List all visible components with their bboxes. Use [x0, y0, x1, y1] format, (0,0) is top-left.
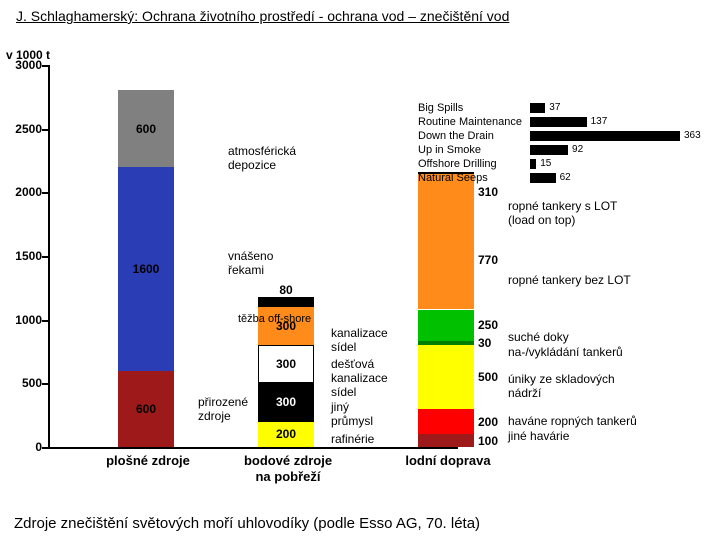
- bar-segment: [418, 341, 474, 345]
- mini-row-label: Routine Maintenance: [418, 115, 530, 129]
- bar-segment: [418, 211, 474, 309]
- bar-segment-side-label: 100: [478, 434, 498, 448]
- bar-segment-side-label: 30: [478, 336, 491, 350]
- bar-segment-label: 300: [258, 357, 314, 371]
- annotation: rafinérie: [331, 433, 374, 447]
- bar-segment-label: 300: [258, 395, 314, 409]
- bar-segment-side-label: 500: [478, 370, 498, 384]
- annotation: atmosférickádepozice: [228, 145, 296, 173]
- annotation: dešťovákanalizacesídel: [331, 358, 388, 399]
- ytick-label: 0: [6, 440, 42, 454]
- mini-bar: [530, 117, 587, 127]
- mini-bar-area: 15: [530, 159, 710, 169]
- caption: Zdroje znečištění světových moří uhlovod…: [14, 515, 480, 532]
- bar-segment-label: 1600: [118, 262, 174, 276]
- mini-row-label: Up in Smoke: [418, 143, 530, 157]
- annotation: ropné tankery bez LOT: [508, 274, 631, 288]
- mini-bar-value: 15: [540, 157, 551, 170]
- ytick-mark: [42, 129, 48, 131]
- mini-bar-area: 37: [530, 103, 710, 113]
- category-label: bodové zdroje: [228, 453, 348, 468]
- bar-segment: [418, 434, 474, 447]
- mini-bar: [530, 159, 536, 169]
- y-axis: [48, 65, 50, 447]
- bar-segment: [418, 310, 474, 342]
- mini-row-label: Natural Seeps: [418, 171, 530, 185]
- mini-row: Natural Seeps 62: [418, 171, 710, 185]
- bar-segment-side-label: 310: [478, 185, 498, 199]
- bar-segment-label: 80: [258, 283, 314, 297]
- category-label: plošné zdroje: [88, 453, 208, 468]
- mini-bar-value: 92: [572, 143, 583, 156]
- ytick-mark: [42, 192, 48, 194]
- ytick-mark: [42, 383, 48, 385]
- mini-row: Offshore Drilling 15: [418, 157, 710, 171]
- mini-row-label: Down the Drain: [418, 129, 530, 143]
- mini-row: Down the Drain 363: [418, 129, 710, 143]
- bar-segment-side-label: 200: [478, 415, 498, 429]
- ytick-label: 1500: [6, 249, 42, 263]
- ytick-mark: [42, 65, 48, 67]
- mini-bar-area: 62: [530, 173, 710, 183]
- page-title: J. Schlaghamerský: Ochrana životního pro…: [0, 0, 720, 28]
- ytick-label: 3000: [6, 58, 42, 72]
- annotation: přirozenézdroje: [198, 396, 248, 424]
- bar-segment-side-label: 250: [478, 318, 498, 332]
- mini-row: Up in Smoke 92: [418, 143, 710, 157]
- mini-bar-chart: Big Spills37Routine Maintenance137Down t…: [418, 101, 710, 185]
- bar-segment-side-label: 770: [478, 253, 498, 267]
- mini-bar-value: 62: [560, 171, 571, 184]
- annotation: na-/vykládání tankerů: [508, 346, 623, 360]
- mini-bar-area: 137: [530, 117, 710, 127]
- category-label: lodní doprava: [388, 453, 508, 468]
- bar-segment-label: 600: [118, 122, 174, 136]
- ytick-mark: [42, 320, 48, 322]
- ytick-mark: [42, 447, 48, 449]
- ytick-label: 2500: [6, 122, 42, 136]
- ytick-label: 500: [6, 376, 42, 390]
- mini-row-label: Offshore Drilling: [418, 157, 530, 171]
- chart-area: 050010001500200025003000 600160060020030…: [48, 65, 708, 465]
- mini-row: Big Spills 37: [418, 101, 710, 115]
- mini-row: Routine Maintenance 137: [418, 115, 710, 129]
- annotation: kanalizacesídel: [331, 327, 388, 355]
- bar-segment: [418, 345, 474, 409]
- bar-column-plosne: 600 1600 600: [118, 65, 174, 447]
- mini-bar-area: 92: [530, 145, 710, 155]
- ytick-label: 2000: [6, 185, 42, 199]
- mini-bar-value: 137: [591, 115, 608, 128]
- mini-row-label: Big Spills: [418, 101, 530, 115]
- mini-bar: [530, 145, 568, 155]
- x-axis: [48, 447, 458, 449]
- bar-segment: [418, 409, 474, 434]
- annotation: ropné tankery s LOT(load on top): [508, 200, 617, 228]
- bar-segment: [258, 297, 314, 307]
- mini-bar: [530, 103, 545, 113]
- annotation: jinýprůmysl: [331, 401, 373, 429]
- annotation: vnášenořekami: [228, 250, 273, 278]
- mini-bar: [530, 131, 680, 141]
- annotation: haváne ropných tankerů: [508, 415, 637, 429]
- category-sublabel: na pobřeží: [228, 469, 348, 484]
- bar-segment-label: 600: [118, 402, 174, 416]
- mini-bar-area: 363: [530, 131, 710, 141]
- bar-segment-label: 200: [258, 427, 314, 441]
- ytick-label: 1000: [6, 313, 42, 327]
- mini-bar-value: 363: [684, 129, 701, 142]
- annotation: jiné havárie: [508, 430, 569, 444]
- ytick-mark: [42, 256, 48, 258]
- mini-bar: [530, 173, 556, 183]
- annotation: suché doky: [508, 331, 569, 345]
- annotation: úniky ze skladovýchnádrží: [508, 373, 615, 401]
- annotation: těžba off-shore: [238, 313, 311, 326]
- mini-bar-value: 37: [549, 101, 560, 114]
